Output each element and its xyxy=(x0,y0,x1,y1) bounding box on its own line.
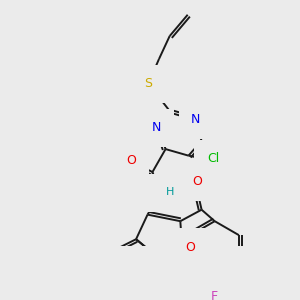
Text: S: S xyxy=(144,77,152,90)
Text: O: O xyxy=(192,176,202,188)
Text: F: F xyxy=(211,290,218,300)
Text: Cl: Cl xyxy=(207,152,219,165)
Text: H: H xyxy=(166,187,175,197)
Text: O: O xyxy=(126,154,136,167)
Text: N: N xyxy=(154,187,164,200)
Text: N: N xyxy=(152,121,161,134)
Text: O: O xyxy=(185,241,195,254)
Text: N: N xyxy=(191,113,201,126)
